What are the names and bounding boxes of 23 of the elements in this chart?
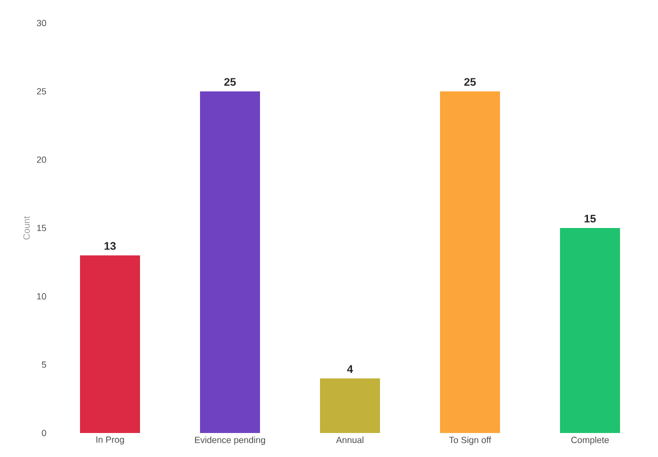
y-tick-label: 0	[42, 430, 46, 436]
y-tick-label: 20	[36, 156, 46, 163]
data-label: 25	[464, 78, 476, 86]
data-label: 25	[224, 78, 236, 86]
x-tick-label: Evidence pending	[195, 436, 266, 445]
x-tick-label: Annual	[336, 436, 364, 444]
bar	[320, 378, 380, 433]
y-tick-label: 15	[37, 224, 46, 232]
x-tick-label: In Prog	[96, 436, 124, 445]
y-tick-label: 5	[42, 362, 46, 368]
data-label: 4	[347, 365, 353, 373]
bar	[200, 91, 260, 433]
data-label: 15	[584, 214, 596, 222]
bar	[80, 255, 140, 433]
data-label: 13	[104, 242, 116, 250]
x-tick-label: To Sign off	[449, 436, 492, 445]
bar	[560, 228, 620, 433]
x-tick-label: Complete	[571, 436, 609, 445]
y-axis-title: Count	[23, 216, 30, 240]
y-tick-label: 25	[36, 88, 46, 95]
y-tick-label: 10	[37, 293, 46, 300]
y-tick-label: 30	[36, 20, 46, 26]
bar	[440, 91, 500, 433]
